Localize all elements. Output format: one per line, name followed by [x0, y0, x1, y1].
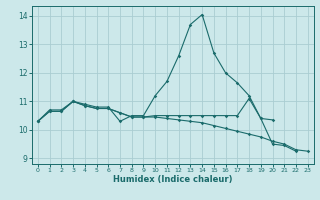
X-axis label: Humidex (Indice chaleur): Humidex (Indice chaleur)	[113, 175, 233, 184]
